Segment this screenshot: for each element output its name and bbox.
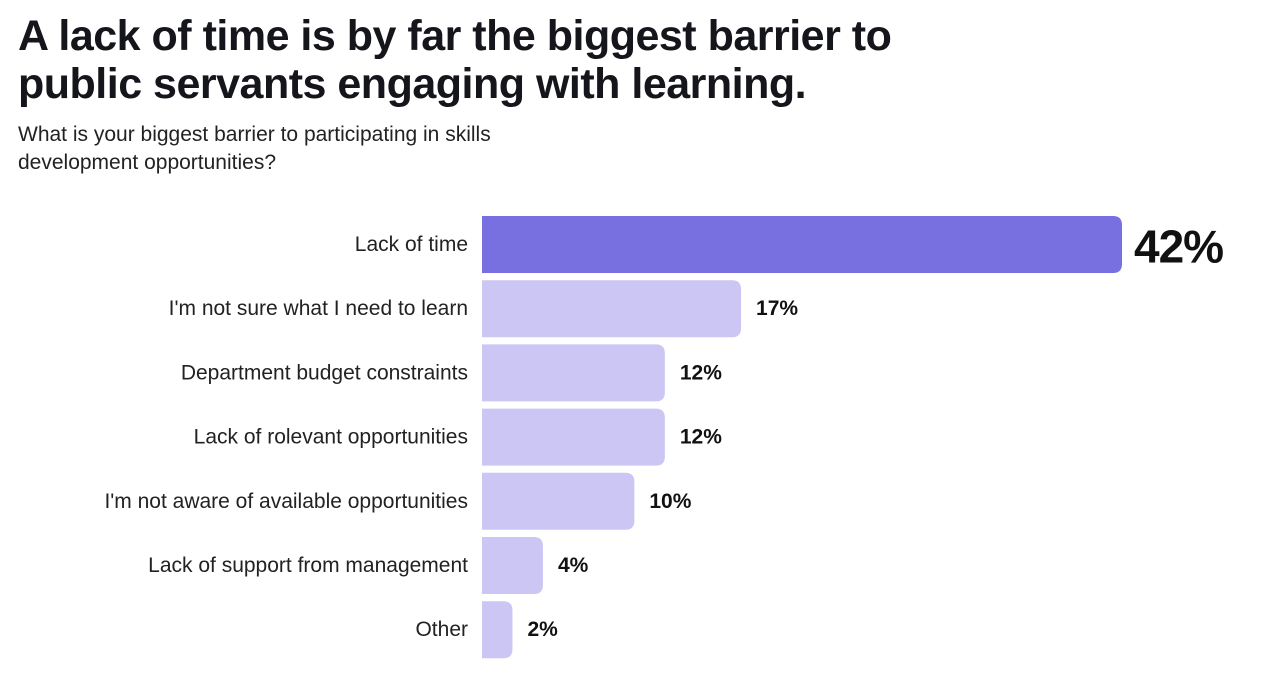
bar-6 [482, 601, 513, 659]
bar-5 [482, 537, 543, 594]
category-label-4: I'm not aware of available opportunities [104, 490, 468, 513]
category-label-5: Lack of support from management [148, 554, 468, 577]
bar-3 [482, 408, 665, 466]
bar-4 [482, 472, 635, 530]
value-label-1: 17% [756, 297, 798, 320]
bar-1 [482, 280, 742, 338]
value-label-2: 12% [680, 361, 722, 384]
category-label-3: Lack of rolevant opportunities [194, 426, 468, 449]
category-label-1: I'm not sure what I need to learn [169, 297, 468, 320]
category-label-2: Department budget constraints [181, 361, 468, 384]
chart-subtitle: What is your biggest barrier to particip… [18, 123, 491, 174]
bar-2 [482, 344, 665, 402]
value-label-4: 10% [649, 490, 691, 513]
category-label-6: Other [415, 618, 468, 641]
value-label-6: 2% [527, 618, 558, 641]
bar-0 [482, 216, 1122, 273]
value-label-3: 12% [680, 426, 722, 449]
value-label-5: 4% [558, 554, 589, 577]
chart-title: A lack of time is by far the biggest bar… [18, 12, 892, 108]
value-label-0: 42% [1134, 221, 1223, 273]
category-label-0: Lack of time [355, 233, 468, 256]
